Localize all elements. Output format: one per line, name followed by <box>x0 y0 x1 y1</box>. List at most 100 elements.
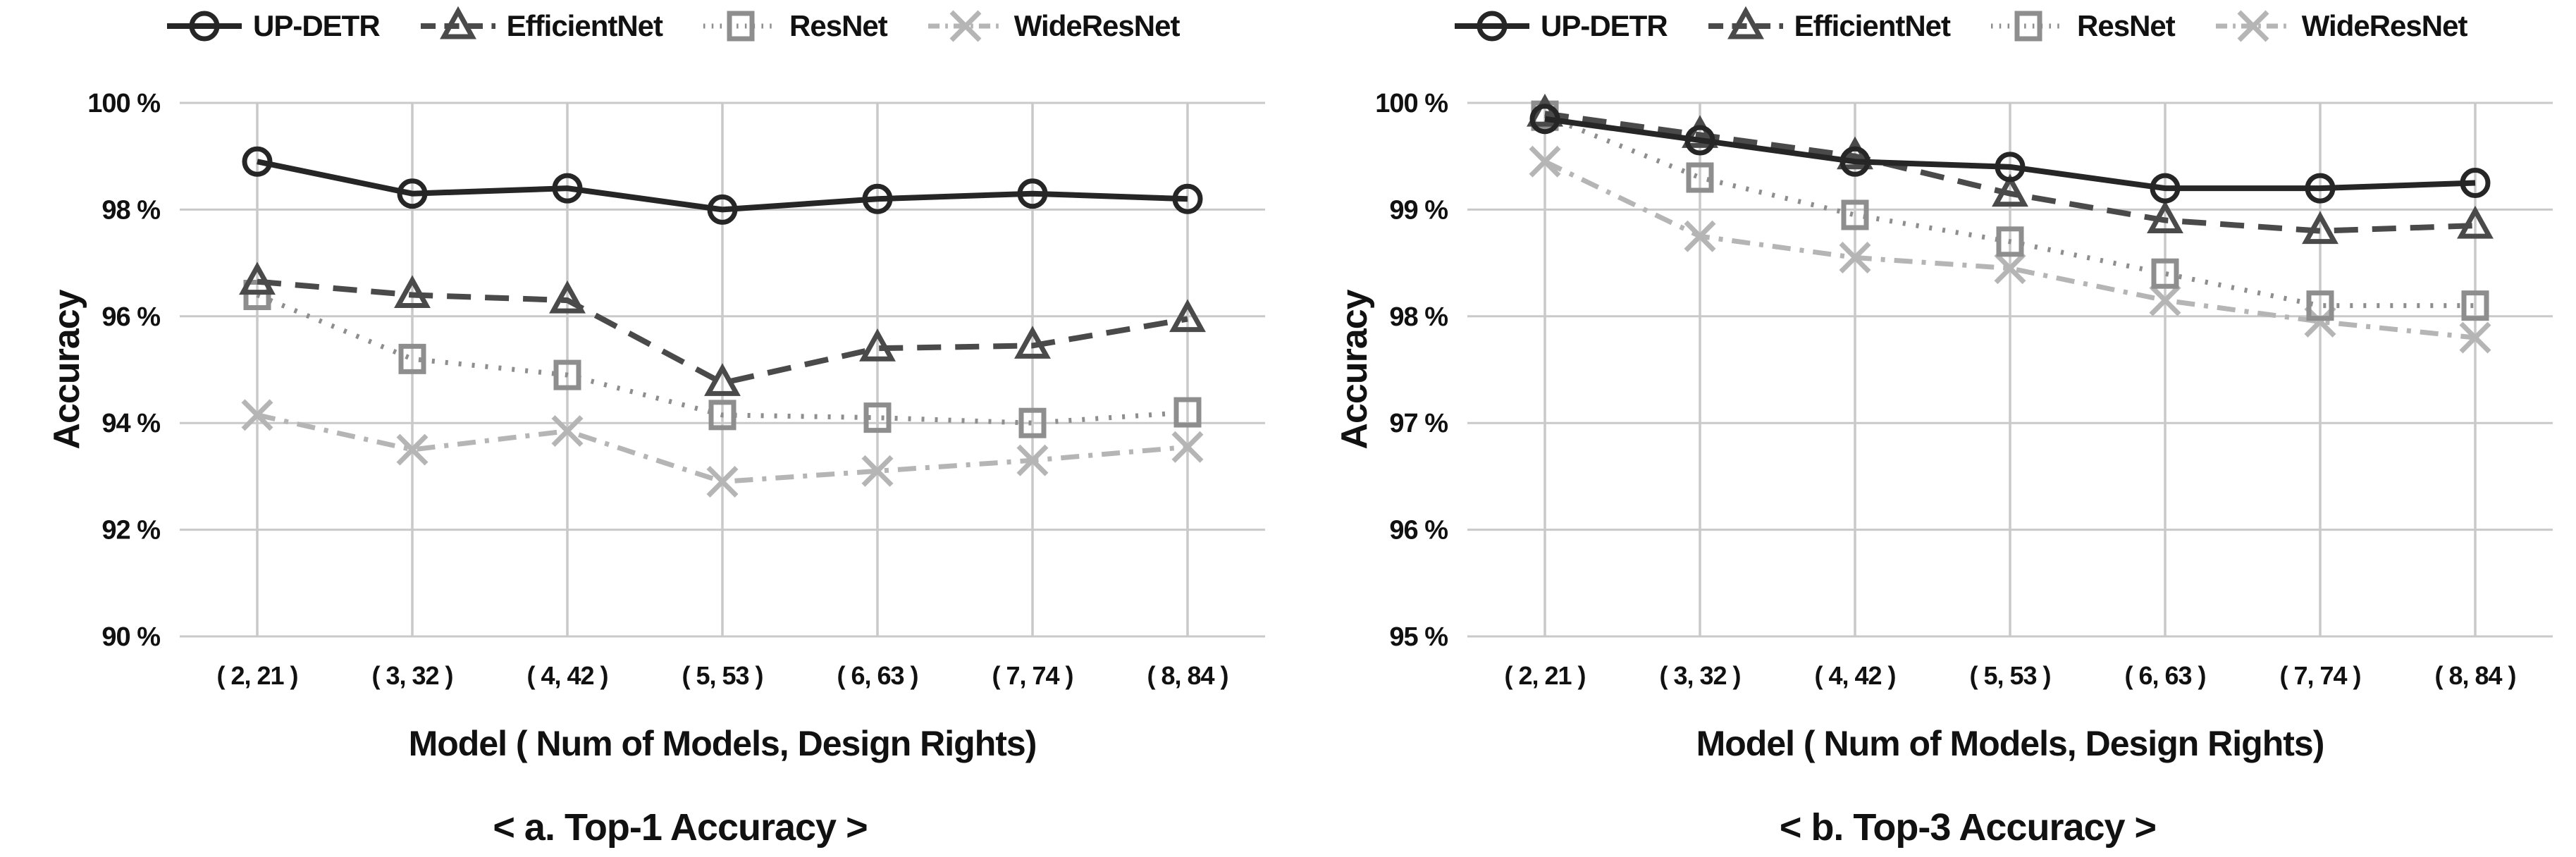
x-axis-label: Model ( Num of Models, Design Rights) <box>1696 724 2324 763</box>
x-tick-label: ( 5, 53 ) <box>1969 661 2050 690</box>
marker-circle <box>242 146 273 177</box>
x-legend-glyph <box>2215 10 2291 42</box>
y-tick-label: 100 % <box>1375 89 1448 118</box>
y-tick-label: 96 % <box>101 302 160 332</box>
legend-top1: UP-DETR EfficientNet ResNet WideResNet <box>166 6 1180 45</box>
legend-label: ResNet <box>2077 9 2176 42</box>
marker-circle <box>2460 168 2491 199</box>
marker-square <box>863 402 892 433</box>
x-tick-label: ( 6, 63 ) <box>2124 661 2205 690</box>
marker-circle <box>1017 178 1048 209</box>
triangle-legend-glyph <box>420 6 495 39</box>
legend-label: UP-DETR <box>1541 9 1668 42</box>
marker-triangle <box>2457 205 2494 239</box>
y-tick-label: 98 % <box>101 195 160 225</box>
marker-x <box>949 10 982 42</box>
legend-label: WideResNet <box>2301 9 2468 42</box>
legend-label: EfficientNet <box>1794 9 1951 42</box>
y-axis-label: Accuracy <box>1334 289 1375 449</box>
series-line-resnet <box>256 292 1188 426</box>
triangle-legend-glyph <box>1708 6 1783 39</box>
marker-circle <box>1839 146 1871 177</box>
marker-square <box>2461 290 2489 321</box>
series-line-resnet <box>1543 113 2475 309</box>
marker-x <box>2459 321 2491 354</box>
marker-triangle <box>2302 211 2338 245</box>
chart-caption: < a. Top-1 Accuracy > <box>493 806 867 849</box>
marker-square <box>2306 290 2334 321</box>
marker-x <box>241 399 273 431</box>
marker-circle <box>1684 125 1715 156</box>
marker-triangle <box>2147 200 2183 234</box>
legend-item-wideresnet: WideResNet <box>927 7 1180 45</box>
line-chart-top1: 100 % 98 % 96 % 94 % 92 % 90 % ( 2, 21 ) ( 3, 3… <box>47 89 1265 849</box>
x-legend-glyph <box>928 10 1003 42</box>
marker-triangle <box>549 280 586 314</box>
y-tick-label: 95 % <box>1389 622 1448 652</box>
legend-item-wideresnet: WideResNet <box>2214 7 2467 45</box>
marker-circle <box>1995 152 2026 183</box>
line-chart-top3: 100 % 99 % 98 % 97 % 96 % 95 % ( 2, 21 ) ( 3, 3… <box>1334 89 2553 849</box>
marker-square <box>1996 226 2024 257</box>
marker-triangle <box>859 328 896 362</box>
x-axis-label: Model ( Num of Models, Design Rights) <box>409 724 1037 763</box>
x-tick-label: ( 7, 74 ) <box>2279 661 2360 690</box>
x-tick-label: ( 4, 42 ) <box>526 661 608 690</box>
marker-square <box>553 359 581 390</box>
marker-circle <box>1477 11 1508 42</box>
series-line-up-detr <box>1544 116 2476 192</box>
series-line-efficientnet <box>257 278 1188 386</box>
y-tick-label: 100 % <box>87 89 160 118</box>
marker-circle <box>1529 104 1560 135</box>
marker-x <box>1529 145 1561 178</box>
circle-legend-glyph <box>167 11 242 42</box>
legend-top3: UP-DETR EfficientNet ResNet WideResNet <box>1453 6 2467 45</box>
x-tick-label: ( 8, 84 ) <box>2434 661 2515 690</box>
series-line-efficientnet <box>1544 111 2476 234</box>
legend-label: UP-DETR <box>253 9 381 42</box>
y-tick-label: 90 % <box>101 622 160 652</box>
marker-triangle <box>394 275 431 309</box>
legend-item-resnet: ResNet <box>702 7 888 45</box>
marker-triangle <box>1014 326 1051 359</box>
y-tick-label: 98 % <box>1389 302 1448 332</box>
marker-square <box>727 11 755 42</box>
marker-x <box>1839 242 1871 274</box>
marker-triangle <box>1169 299 1206 333</box>
marker-circle <box>397 178 428 209</box>
x-tick-label: ( 2, 21 ) <box>216 661 297 690</box>
marker-x <box>2237 10 2269 42</box>
y-tick-label: 92 % <box>101 516 160 545</box>
marker-circle <box>862 183 893 214</box>
marker-triangle <box>439 6 476 39</box>
chart-panel-top1: UP-DETR EfficientNet ResNet WideResNet 100 … <box>47 6 1265 849</box>
marker-square <box>1173 397 1202 428</box>
marker-x <box>396 433 429 466</box>
square-legend-glyph <box>703 11 779 42</box>
marker-circle <box>2150 173 2181 204</box>
legend-label: WideResNet <box>1013 9 1181 42</box>
marker-circle <box>707 194 738 225</box>
marker-x <box>551 415 584 448</box>
x-tick-label: ( 3, 32 ) <box>1659 661 1740 690</box>
marker-triangle <box>1727 6 1764 39</box>
marker-x <box>706 465 739 498</box>
legend-item-efficientnet: EfficientNet <box>1707 6 1951 45</box>
legend-item-up-detr: UP-DETR <box>1453 7 1668 45</box>
marker-x <box>1016 444 1049 476</box>
marker-square <box>1841 199 1869 230</box>
marker-x <box>1171 431 1204 463</box>
y-tick-label: 94 % <box>101 409 160 438</box>
legend-item-efficientnet: EfficientNet <box>419 6 663 45</box>
marker-triangle <box>239 261 276 295</box>
x-tick-label: ( 8, 84 ) <box>1147 661 1228 690</box>
x-tick-label: ( 6, 63 ) <box>837 661 918 690</box>
x-tick-label: ( 4, 42 ) <box>1814 661 1895 690</box>
marker-circle <box>1172 183 1203 214</box>
marker-square <box>2014 11 2042 42</box>
y-tick-label: 99 % <box>1389 195 1448 225</box>
legend-item-resnet: ResNet <box>1990 7 2176 45</box>
x-tick-label: ( 2, 21 ) <box>1504 661 1585 690</box>
marker-x <box>1994 252 2026 285</box>
legend-label: EfficientNet <box>506 9 663 42</box>
